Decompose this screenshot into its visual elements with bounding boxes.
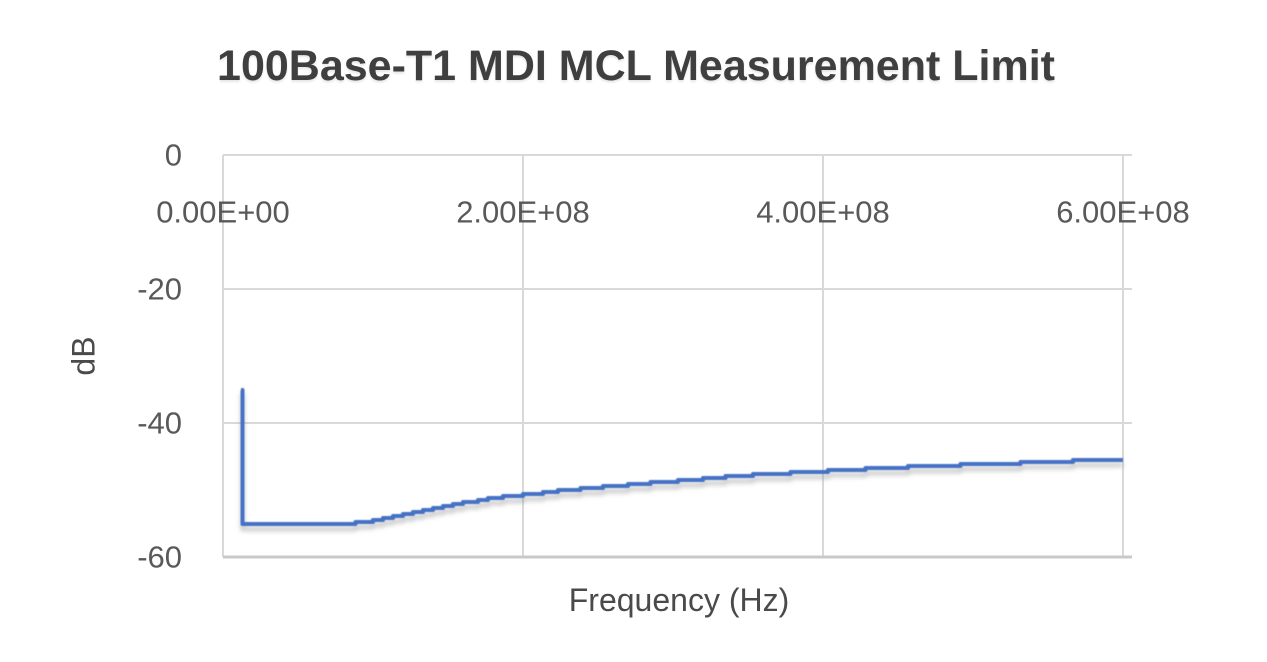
x-tick-label: 6.00E+08 [1056,195,1190,230]
y-tick-label: 0 [165,138,182,173]
series-layer [240,388,1123,526]
x-tick-label: 2.00E+08 [456,195,590,230]
tick-layer: 0.00E+00 2.00E+08 4.00E+08 6.00E+08 0 -20 -40 -… [137,138,1190,575]
series-line [240,388,1123,526]
y-axis-title: dB [65,336,102,376]
x-tick-label: 0.00E+00 [156,195,290,230]
x-axis-title: Frequency (Hz) [568,582,790,618]
chart-title: 100Base-T1 MDI MCL Measurement Limit [217,42,1055,90]
grid-layer [222,154,1132,559]
x-tick-label: 4.00E+08 [756,195,890,230]
y-tick-label: -60 [137,540,182,575]
y-tick-label: -40 [137,406,182,441]
y-tick-label: -20 [137,272,182,307]
